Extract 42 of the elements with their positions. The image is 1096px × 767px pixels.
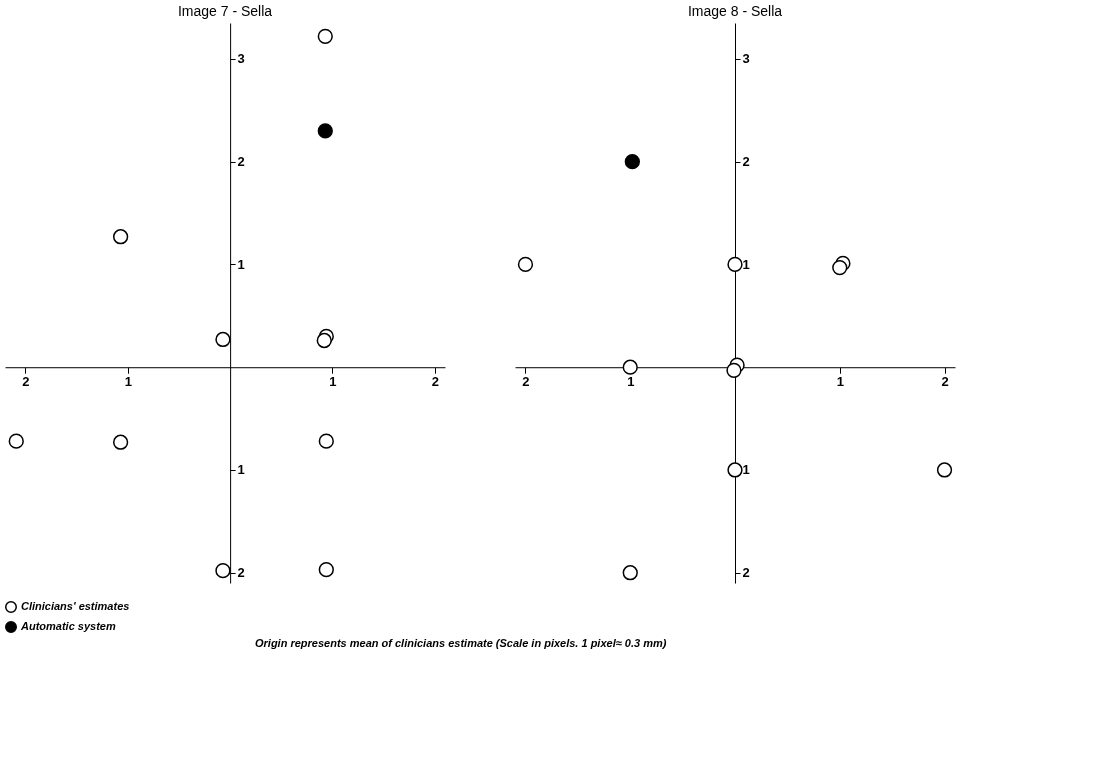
point	[622, 565, 638, 581]
point	[316, 332, 332, 349]
point	[317, 28, 333, 44]
point	[112, 229, 129, 245]
y-tick-label: 1	[742, 462, 750, 478]
point	[727, 462, 743, 478]
x-tick-label: 1	[329, 373, 337, 389]
chart-title: Image 7 - Sella	[177, 3, 273, 19]
y-tick-label: 2	[237, 154, 245, 170]
y-tick-label: 1	[237, 256, 245, 272]
chart-title: Image 8 - Sella	[687, 3, 783, 19]
point	[215, 331, 231, 348]
point	[318, 562, 334, 578]
x-tick-label: 2	[431, 373, 439, 389]
point	[727, 256, 743, 273]
point	[622, 359, 638, 375]
point	[112, 434, 129, 450]
point	[317, 123, 333, 139]
x-tick-label: 1	[836, 373, 844, 389]
x-tick-label: 2	[941, 373, 949, 389]
point	[624, 154, 640, 170]
point	[215, 563, 231, 579]
text: Origin represents mean of clinicians estimate (Scale in pixels. 1 pixel≈ 0.3 mm)	[255, 637, 667, 649]
point	[318, 433, 334, 449]
x-tick-label: 2	[522, 373, 530, 389]
point	[832, 259, 848, 276]
y-tick-label: 2	[742, 154, 750, 170]
x-tick-label: 1	[124, 373, 132, 389]
y-tick-label: 1	[742, 256, 750, 272]
x-tick-label: 2	[22, 373, 30, 389]
y-tick-label: 3	[237, 51, 245, 67]
point	[936, 462, 953, 478]
point	[8, 433, 24, 449]
x-tick-label: 1	[627, 373, 635, 389]
point	[726, 362, 742, 378]
y-tick-label: 2	[742, 565, 750, 581]
legend-label: Automatic system	[20, 620, 116, 632]
y-tick-label: 1	[237, 462, 245, 478]
point	[517, 256, 534, 273]
y-tick-label: 3	[742, 51, 750, 67]
y-tick-label: 2	[237, 565, 245, 581]
legend-label: Clinicians' estimates	[21, 600, 130, 612]
